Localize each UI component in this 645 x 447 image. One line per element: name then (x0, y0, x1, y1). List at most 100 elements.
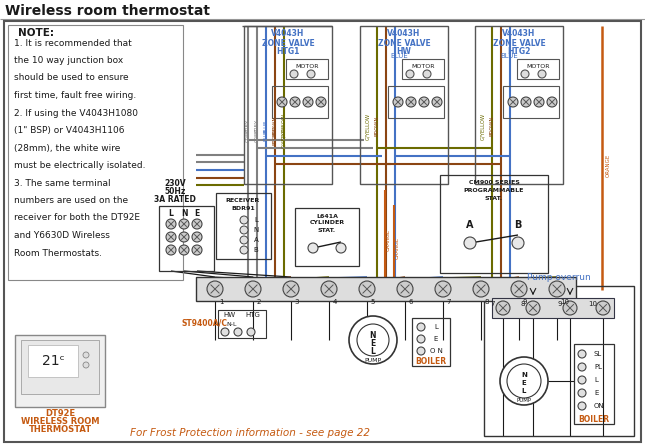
Text: 1. It is recommended that: 1. It is recommended that (14, 38, 132, 47)
Text: MOTOR: MOTOR (295, 63, 319, 68)
Bar (159, 206, 214, 271)
Circle shape (316, 97, 326, 107)
Circle shape (303, 97, 313, 107)
Text: O N: O N (430, 348, 442, 354)
Text: 1: 1 (219, 299, 223, 305)
Text: N-L: N-L (227, 322, 237, 328)
Circle shape (417, 347, 425, 355)
Text: must be electrically isolated.: must be electrically isolated. (14, 161, 146, 170)
Circle shape (357, 324, 389, 356)
Text: ORANGE: ORANGE (606, 153, 611, 177)
Text: STAT.: STAT. (485, 197, 503, 202)
Circle shape (166, 219, 176, 229)
Text: BROWN: BROWN (272, 116, 277, 136)
Text: and Y6630D Wireless: and Y6630D Wireless (14, 231, 110, 240)
Circle shape (578, 350, 586, 358)
Bar (196, 277, 576, 301)
Text: 9: 9 (558, 301, 562, 307)
Bar (517, 59, 559, 79)
Circle shape (435, 281, 451, 297)
Text: L: L (522, 388, 526, 394)
Circle shape (419, 97, 429, 107)
Circle shape (247, 328, 255, 336)
Bar (286, 59, 328, 79)
Text: should be used to ensure: should be used to ensure (14, 73, 128, 83)
Text: L: L (168, 208, 174, 218)
Circle shape (240, 216, 248, 224)
Circle shape (423, 70, 431, 78)
Circle shape (393, 97, 403, 107)
Text: A: A (466, 220, 473, 230)
Text: 9: 9 (522, 299, 527, 305)
Circle shape (417, 335, 425, 343)
Bar (360, 26, 448, 184)
Text: L641A: L641A (316, 214, 338, 219)
Text: GREY: GREY (246, 119, 250, 133)
Text: 3: 3 (295, 299, 299, 305)
Circle shape (234, 328, 242, 336)
Text: 4: 4 (333, 299, 337, 305)
Text: 8: 8 (521, 301, 525, 307)
Text: RECEIVER: RECEIVER (226, 198, 260, 203)
Circle shape (240, 246, 248, 254)
Text: 21ᶜ: 21ᶜ (42, 354, 64, 368)
Bar (28, 345, 78, 377)
Text: BLUE: BLUE (500, 53, 518, 59)
Text: 3A RATED: 3A RATED (154, 194, 196, 203)
Text: E: E (594, 390, 599, 396)
Text: HW: HW (223, 312, 235, 318)
Text: (1" BSP) or V4043H1106: (1" BSP) or V4043H1106 (14, 126, 124, 135)
Circle shape (496, 301, 510, 315)
Text: ST9400A/C: ST9400A/C (182, 319, 228, 328)
Text: (28mm), the white wire: (28mm), the white wire (14, 143, 121, 152)
Text: ZONE VALVE: ZONE VALVE (493, 38, 546, 47)
Text: PROGRAMMABLE: PROGRAMMABLE (464, 189, 524, 194)
Text: BLUE: BLUE (264, 119, 268, 133)
Circle shape (308, 243, 318, 253)
Text: PUMP: PUMP (364, 358, 382, 363)
Circle shape (547, 97, 557, 107)
Circle shape (507, 364, 541, 398)
Circle shape (83, 362, 89, 368)
Circle shape (417, 323, 425, 331)
Text: BLUE: BLUE (264, 129, 268, 141)
Text: PL: PL (594, 364, 602, 370)
Text: G/YELLOW: G/YELLOW (366, 113, 370, 139)
Text: For Frost Protection information - see page 22: For Frost Protection information - see p… (130, 428, 370, 438)
Text: L: L (254, 217, 258, 223)
Circle shape (240, 236, 248, 244)
Text: BDR91: BDR91 (231, 206, 255, 211)
Circle shape (307, 70, 315, 78)
Text: HTG: HTG (245, 312, 260, 318)
Text: G/YELLOW: G/YELLOW (281, 113, 286, 139)
Bar (574, 344, 614, 424)
Bar (8, 25, 183, 280)
Bar (492, 298, 614, 318)
Text: L: L (434, 324, 438, 330)
Text: E: E (370, 338, 375, 347)
Circle shape (508, 97, 518, 107)
Bar (272, 86, 328, 118)
Circle shape (538, 70, 546, 78)
Text: B: B (253, 247, 259, 253)
Text: N: N (253, 227, 259, 233)
Text: L: L (371, 346, 375, 355)
Text: 10: 10 (588, 301, 597, 307)
Text: GREY: GREY (255, 119, 259, 133)
Text: ORANGE: ORANGE (395, 237, 399, 259)
Circle shape (179, 219, 189, 229)
Circle shape (521, 97, 531, 107)
Text: BROWN: BROWN (490, 116, 495, 136)
Circle shape (283, 281, 299, 297)
Circle shape (563, 301, 577, 315)
Bar (295, 208, 359, 266)
Circle shape (166, 232, 176, 242)
Text: E: E (522, 380, 526, 386)
Circle shape (526, 301, 540, 315)
Text: N: N (181, 208, 187, 218)
Text: BROWN: BROWN (272, 126, 277, 144)
Text: SL: SL (594, 351, 602, 357)
Circle shape (290, 97, 300, 107)
Bar (440, 175, 548, 273)
Circle shape (511, 281, 527, 297)
